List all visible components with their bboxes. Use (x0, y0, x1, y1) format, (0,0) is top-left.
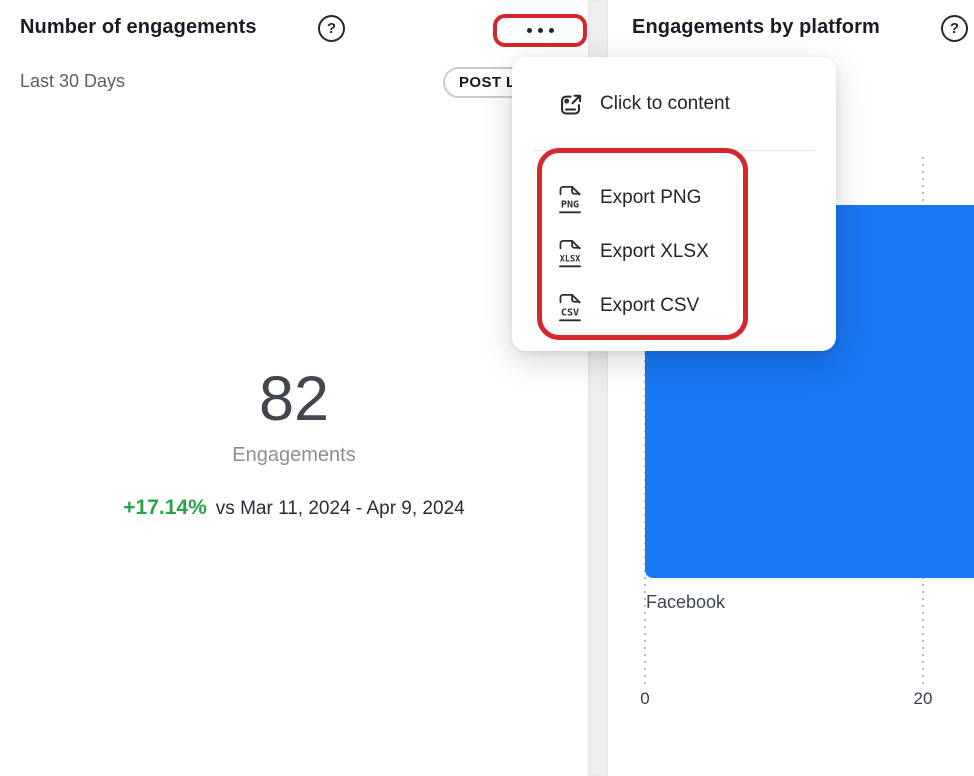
menu-item-label: Export XLSX (600, 241, 709, 262)
period-label: Last 30 Days (20, 71, 126, 91)
ellipsis-icon (526, 28, 532, 33)
bar-category-label: Facebook (646, 592, 726, 612)
menu-item-label: Export CSV (600, 295, 700, 316)
ellipsis-icon (537, 28, 543, 33)
menu-item-export-csv[interactable]: CSV Export CSV (553, 288, 699, 324)
menu-item-export-png[interactable]: PNG Export PNG (553, 180, 701, 216)
card-menu-button[interactable] (513, 22, 568, 39)
help-icon[interactable]: ? (318, 15, 345, 42)
menu-item-click-to-content[interactable]: Click to content (553, 86, 730, 122)
engagements-card: Number of engagements ? Last 30 Days POS… (0, 14, 598, 520)
menu-item-export-xlsx[interactable]: XLSX Export XLSX (553, 234, 709, 270)
comparison-period: vs Mar 11, 2024 - Apr 9, 2024 (215, 498, 465, 519)
metric-value: 82 (258, 364, 330, 434)
svg-text:CSV: CSV (561, 308, 579, 319)
comparison-row: +17.14% vs Mar 11, 2024 - Apr 9, 2024 (0, 496, 588, 520)
svg-text:XLSX: XLSX (560, 254, 580, 264)
metric-label: Engagements (232, 444, 356, 466)
red-highlight-annotation (493, 14, 587, 47)
file-png-icon: PNG (553, 180, 587, 216)
menu-item-label: Export PNG (600, 187, 702, 208)
menu-item-label: Click to content (600, 93, 730, 114)
x-axis-tick-20: 20 (913, 689, 933, 708)
ellipsis-icon (548, 28, 554, 33)
svg-text:PNG: PNG (561, 200, 579, 211)
context-menu: Click to content PNG Export PNG XLSX (512, 57, 836, 351)
question-mark-glyph: ? (949, 20, 960, 37)
card-title: Engagements by platform (632, 16, 880, 38)
question-mark-glyph: ? (326, 20, 337, 37)
delta-percentage: +17.14% (123, 496, 207, 519)
file-csv-icon: CSV (553, 288, 587, 324)
open-content-icon (553, 86, 587, 122)
x-axis-tick-0: 0 (640, 689, 650, 708)
menu-divider (533, 150, 815, 151)
badge-label: POST L (459, 74, 516, 91)
file-xlsx-icon: XLSX (553, 234, 587, 270)
card-title: Number of engagements (20, 16, 257, 38)
help-icon[interactable]: ? (941, 15, 968, 42)
